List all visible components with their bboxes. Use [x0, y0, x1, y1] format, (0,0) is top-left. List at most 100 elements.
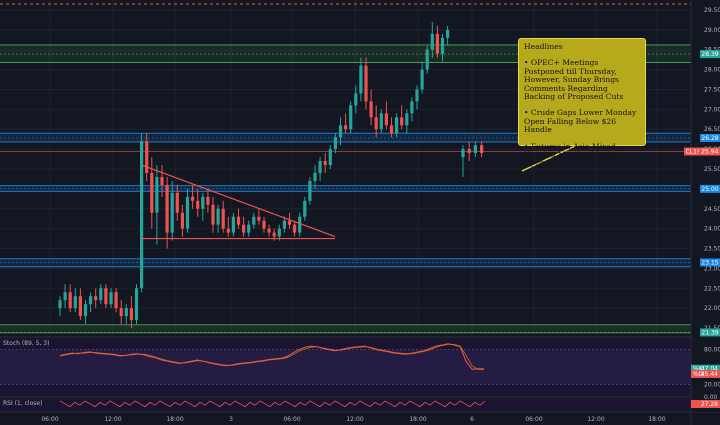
candle-body — [425, 49, 429, 70]
candle-body — [349, 105, 353, 130]
candle-body — [104, 288, 108, 305]
candle-body — [313, 172, 317, 181]
candle-body — [78, 296, 82, 317]
candle-body — [231, 216, 235, 233]
candle-body — [415, 89, 419, 102]
price-tick-label: 27.50 — [704, 86, 720, 93]
price-tick-label: 28.00 — [704, 67, 720, 74]
candle-body — [323, 161, 327, 166]
stoch-value-prefix: %K — [693, 366, 704, 373]
time-tick-label: 12:00 — [346, 416, 363, 423]
time-tick-label: 06:00 — [41, 416, 58, 423]
stoch-k-line — [59, 343, 484, 370]
candle-body — [282, 220, 286, 229]
candle-body — [175, 192, 179, 213]
candle-body — [140, 141, 144, 289]
price-label: 25.00 — [701, 186, 718, 193]
candle-body — [170, 192, 174, 233]
candle-body — [155, 176, 159, 213]
candle-body — [58, 300, 62, 309]
candle-body — [185, 196, 190, 229]
candle-body — [420, 69, 424, 90]
rsi-value-bg — [691, 400, 720, 408]
candle-body — [201, 196, 205, 209]
level-zone — [0, 133, 691, 142]
rsi-line — [59, 400, 486, 408]
candle-body — [333, 137, 337, 150]
price-label-bg — [684, 147, 720, 156]
price-tick-label: 29.50 — [704, 7, 720, 14]
candle-body — [277, 228, 281, 237]
candle-body — [247, 224, 251, 233]
candle-body — [272, 232, 276, 237]
candle-body — [354, 93, 358, 106]
candle-body — [364, 65, 368, 102]
candle-body — [180, 212, 184, 229]
price-tick-label: 24.50 — [704, 206, 720, 213]
candle-body — [410, 101, 414, 114]
price-label-bg — [700, 50, 720, 59]
candle-body — [303, 200, 307, 217]
candle-body — [328, 149, 332, 166]
price-label: 26.28 — [701, 135, 718, 142]
price-label-bg — [700, 258, 720, 267]
candle-body — [435, 33, 439, 54]
candle-body — [226, 228, 230, 233]
headline-item: • OPEC+ Meetings Postponed till Thursday… — [524, 58, 624, 102]
stoch-value-label: 45.44 — [701, 371, 718, 378]
candle-body — [99, 288, 103, 301]
price-tick-label: 23.00 — [704, 265, 720, 272]
candle-body — [134, 288, 139, 321]
time-tick-label: 06:00 — [283, 416, 300, 423]
time-tick-label: 6 — [470, 416, 474, 423]
candle-body — [109, 292, 113, 305]
candle-body — [369, 101, 373, 118]
candle-body — [89, 296, 93, 305]
time-axis-bg — [0, 412, 720, 425]
candle-body — [298, 216, 302, 233]
candle-body — [160, 176, 164, 185]
candle-body — [389, 125, 394, 134]
level-zone — [0, 258, 691, 267]
price-tick-label: 29.00 — [704, 27, 720, 34]
time-tick-label: 12:00 — [104, 416, 121, 423]
triangle-upper — [141, 164, 336, 238]
stoch-band — [0, 349, 691, 385]
candle-body — [129, 308, 133, 321]
price-tick-label: 24.00 — [704, 226, 720, 233]
stoch-tick-label: 20.00 — [704, 381, 720, 388]
price-tick-label: 25.50 — [704, 166, 720, 173]
rsi-tick-label: 0.00 — [704, 394, 718, 401]
price-labels: 28.39 26.28 CL1! 25.94 25.00 23.15 21.39 %K47.… — [684, 50, 720, 408]
price-tick-label: 26.50 — [704, 126, 720, 133]
candle-body — [374, 117, 378, 130]
headlines-callout[interactable]: Headlines • OPEC+ Meetings Postponed til… — [518, 38, 646, 167]
price-axis-bg — [691, 0, 720, 412]
candle-body — [467, 149, 471, 154]
candle-body — [73, 296, 77, 309]
price-tick-label: 22.00 — [704, 305, 720, 312]
stoch-pane: Stoch (89, 5, 3) — [0, 336, 720, 396]
callout-pointer-line — [521, 145, 576, 172]
candle-body — [114, 292, 118, 309]
price-label-bg — [700, 133, 720, 142]
candle-body — [287, 220, 292, 225]
price-label: 21.39 — [701, 329, 718, 336]
price-label: 28.39 — [701, 51, 718, 58]
candle-body — [446, 29, 450, 38]
headlines-title: Headlines — [524, 42, 563, 51]
level-zone — [0, 324, 691, 333]
candle-body — [191, 196, 195, 201]
stoch-value-bg — [691, 364, 720, 373]
stoch-value-label: 47.04 — [701, 366, 718, 373]
stoch-value-prefix: %D — [693, 371, 704, 378]
candle-body — [221, 208, 225, 229]
candle-body — [83, 304, 88, 317]
price-label: CL1! 25.94 — [686, 149, 719, 156]
stoch-tick-label: 80.00 — [704, 347, 720, 354]
candle-body — [430, 33, 434, 50]
candle-body — [236, 216, 241, 225]
rsi-title: RSI (1, close) — [3, 400, 42, 407]
candle-body — [400, 117, 404, 126]
